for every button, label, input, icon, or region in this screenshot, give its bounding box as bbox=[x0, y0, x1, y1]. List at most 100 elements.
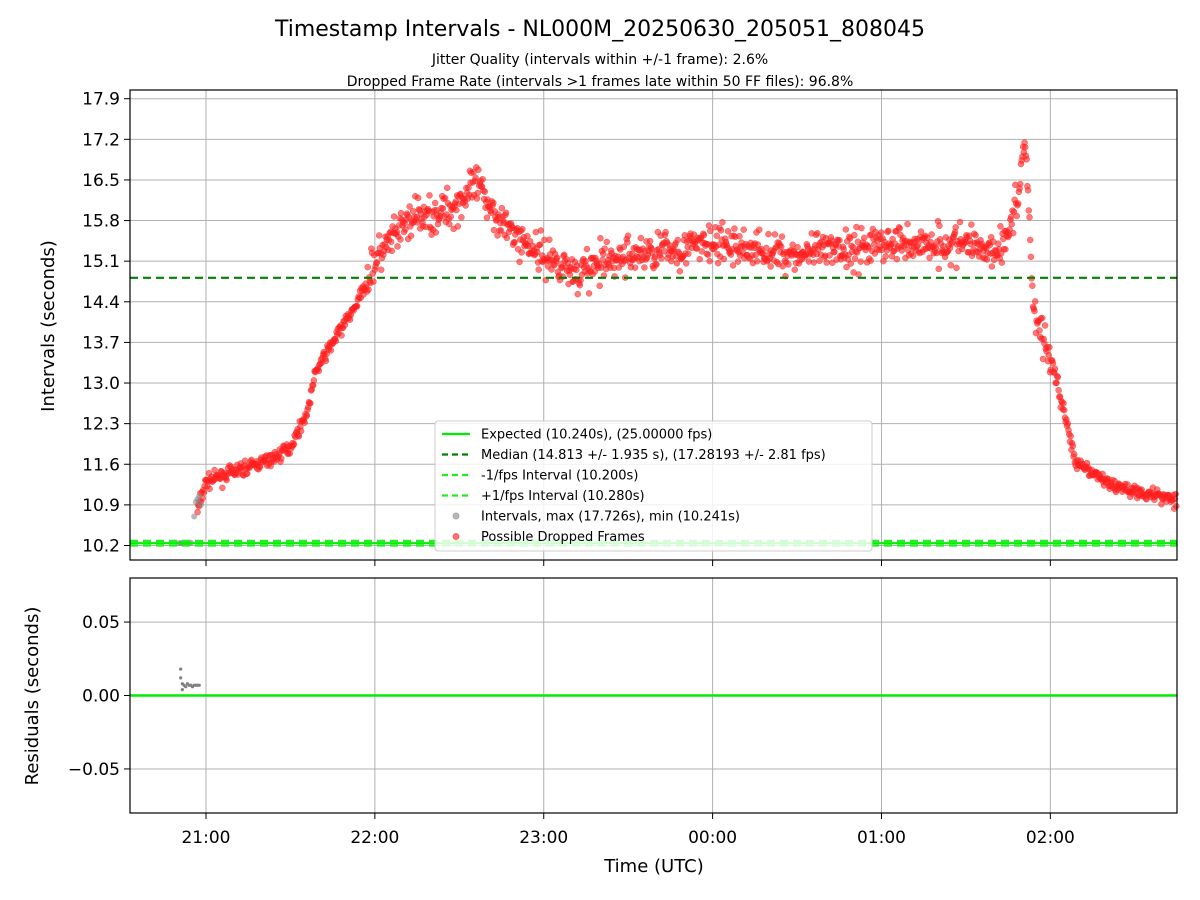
dropped-frame-point bbox=[935, 265, 942, 273]
dropped-frame-point bbox=[851, 255, 859, 262]
y-tick-label: 12.3 bbox=[82, 415, 120, 435]
dropped-frame-point bbox=[511, 239, 518, 246]
dropped-frame-point bbox=[473, 195, 481, 202]
dropped-frame-point bbox=[823, 259, 830, 266]
dropped-frame-point bbox=[1046, 343, 1053, 351]
dropped-frame-point bbox=[771, 231, 779, 238]
dropped-frame-point bbox=[353, 302, 361, 310]
x-axis-label: Time (UTC) bbox=[603, 856, 704, 877]
dropped-frame-point bbox=[219, 484, 226, 492]
dropped-frame-point bbox=[439, 205, 447, 212]
dropped-frame-point bbox=[1009, 229, 1017, 237]
dropped-frame-point bbox=[700, 231, 708, 239]
dropped-frame-point bbox=[1045, 351, 1052, 359]
dropped-frame-point bbox=[714, 259, 722, 267]
x-tick-label: 21:00 bbox=[181, 828, 230, 848]
legend-label: Possible Dropped Frames bbox=[481, 530, 645, 545]
dropped-frame-point bbox=[956, 218, 964, 226]
y-tick-label: 17.9 bbox=[82, 90, 120, 110]
dropped-frame-point bbox=[373, 259, 381, 266]
dropped-frame-point bbox=[1025, 207, 1033, 214]
dropped-frame-point bbox=[814, 230, 821, 237]
x-tick-label: 22:00 bbox=[350, 828, 399, 848]
dropped-frame-point bbox=[1173, 502, 1180, 510]
dropped-frame-point bbox=[406, 203, 413, 210]
dropped-frame-point bbox=[826, 252, 833, 259]
intervals-plot: 10.2 10.9 11.6 12.3 13.0 13.7 14.4 15.1 15.8 16.5… bbox=[82, 89, 1180, 566]
dropped-frame-point bbox=[778, 243, 785, 250]
dropped-frame-point bbox=[498, 204, 506, 212]
dropped-frame-point bbox=[277, 455, 285, 462]
dropped-frame-point bbox=[952, 224, 959, 231]
dropped-frame-point bbox=[519, 225, 526, 233]
dropped-frame-point bbox=[753, 257, 761, 265]
dropped-frame-point bbox=[624, 232, 632, 239]
dropped-frame-subtitle: Dropped Frame Rate (intervals >1 frames … bbox=[347, 74, 854, 90]
dropped-frame-point bbox=[603, 238, 611, 246]
dropped-frame-point bbox=[983, 256, 991, 263]
x-tick-label: 01:00 bbox=[857, 828, 906, 848]
dropped-frame-point bbox=[332, 337, 340, 345]
dropped-frame-point bbox=[674, 236, 681, 244]
jitter-quality-subtitle: Jitter Quality (intervals within +/-1 fr… bbox=[431, 52, 768, 68]
x-tick-label: 00:00 bbox=[688, 828, 737, 848]
dropped-frame-point bbox=[653, 261, 660, 268]
dropped-frame-point bbox=[1039, 314, 1046, 322]
x-tick-label: 23:00 bbox=[519, 828, 568, 848]
dropped-frame-point bbox=[791, 266, 798, 273]
dropped-frame-point bbox=[601, 245, 608, 252]
dropped-frame-point bbox=[432, 229, 440, 236]
dropped-frame-point bbox=[924, 234, 931, 242]
dropped-frame-point bbox=[1031, 298, 1039, 305]
dropped-frame-point bbox=[842, 226, 850, 233]
dropped-frame-point bbox=[1026, 236, 1034, 244]
dropped-frame-point bbox=[926, 254, 933, 262]
y-tick-label: 13.0 bbox=[82, 374, 120, 394]
y-tick-label: 0.00 bbox=[82, 687, 120, 707]
dropped-frame-point bbox=[441, 194, 449, 202]
dropped-frame-point bbox=[631, 264, 639, 271]
dropped-frame-point bbox=[297, 427, 305, 435]
dropped-frame-point bbox=[729, 262, 737, 269]
bottom-y-axis-label: Residuals (seconds) bbox=[22, 607, 43, 786]
dropped-frame-point bbox=[988, 263, 996, 270]
dropped-frame-point bbox=[1055, 386, 1062, 394]
dropped-frame-point bbox=[968, 221, 975, 228]
residual-point bbox=[179, 676, 183, 680]
dropped-frame-point bbox=[537, 227, 545, 234]
dropped-frame-point bbox=[682, 260, 690, 267]
dropped-frame-point bbox=[535, 266, 542, 273]
dropped-frame-point bbox=[947, 262, 955, 269]
residuals-frame bbox=[129, 577, 1178, 814]
dropped-frame-point bbox=[1070, 450, 1078, 458]
dropped-frame-point bbox=[364, 263, 372, 271]
dropped-frame-points bbox=[194, 139, 1180, 516]
dropped-frame-point bbox=[676, 268, 684, 275]
dropped-frame-point bbox=[909, 252, 917, 260]
dropped-frame-point bbox=[1017, 180, 1024, 188]
dropped-frame-point bbox=[756, 226, 763, 234]
dropped-frame-point bbox=[620, 243, 628, 251]
dropped-frame-point bbox=[462, 202, 469, 209]
dropped-frame-point bbox=[882, 253, 889, 260]
dropped-frame-point bbox=[662, 228, 669, 236]
dropped-frame-point bbox=[885, 227, 892, 235]
dropped-frame-point bbox=[917, 228, 925, 235]
legend: Expected (10.240s), (25.00000 fps) Median… bbox=[434, 420, 873, 552]
dropped-frame-point bbox=[685, 250, 692, 258]
dropped-frame-point bbox=[1061, 406, 1068, 414]
dropped-frame-point bbox=[720, 255, 728, 263]
residual-point bbox=[184, 685, 188, 689]
dropped-frame-point bbox=[497, 227, 505, 234]
dropped-frame-point bbox=[475, 166, 482, 173]
dropped-frame-point bbox=[1023, 156, 1030, 163]
dropped-frame-point bbox=[453, 206, 460, 214]
y-tick-label: 14.4 bbox=[82, 293, 120, 313]
dropped-frame-point bbox=[673, 259, 681, 267]
dropped-frame-point bbox=[719, 219, 726, 226]
residual-point bbox=[197, 683, 201, 687]
dropped-frame-point bbox=[574, 290, 581, 298]
dropped-frame-point bbox=[785, 261, 792, 268]
dropped-frame-point bbox=[704, 251, 712, 258]
y-tick-label: 16.5 bbox=[82, 171, 120, 191]
